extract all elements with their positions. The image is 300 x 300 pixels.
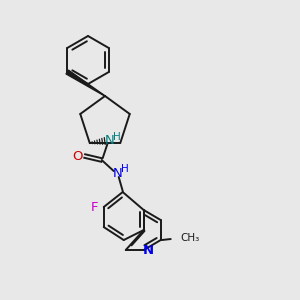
Text: N: N xyxy=(105,134,115,146)
Text: H: H xyxy=(121,164,129,174)
Text: F: F xyxy=(91,200,98,214)
Text: N: N xyxy=(143,244,154,256)
Text: O: O xyxy=(73,149,83,163)
Text: N: N xyxy=(113,167,123,179)
Text: H: H xyxy=(113,132,121,142)
Text: CH₃: CH₃ xyxy=(181,233,200,243)
Polygon shape xyxy=(66,70,105,96)
